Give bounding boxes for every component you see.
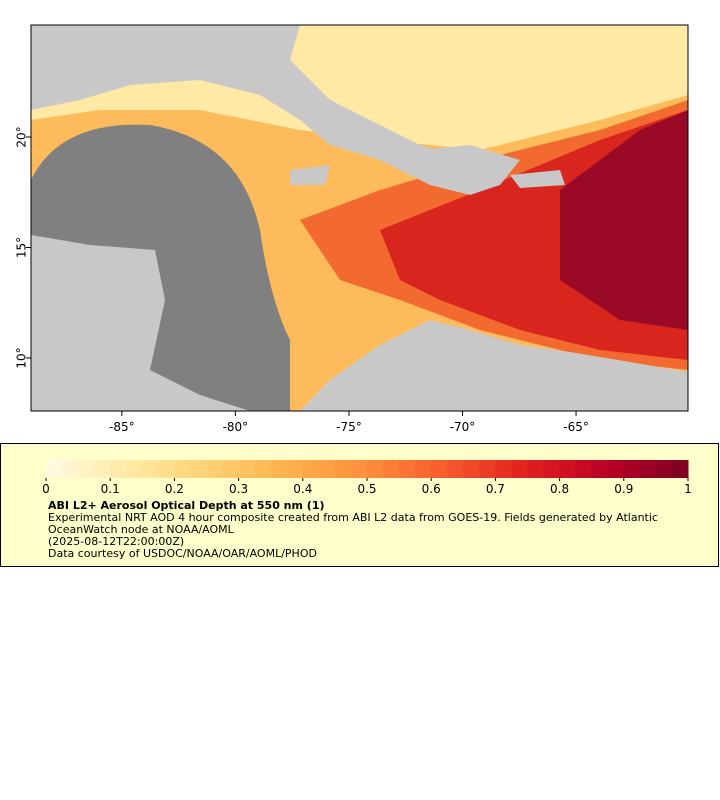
colorbar-swatch — [334, 460, 352, 478]
legend-text: ABI L2+ Aerosol Optical Depth at 550 nm … — [48, 500, 688, 560]
colorbar-swatch — [46, 460, 63, 478]
colorbar-tick-label: 0.4 — [293, 482, 312, 496]
colorbar-swatch — [415, 460, 432, 478]
colorbar-swatch — [190, 460, 207, 478]
description: (2025-08-12T22:00:00Z) — [48, 535, 185, 548]
colorbar-swatch — [575, 460, 593, 478]
colorbar-tick-label: 0.9 — [614, 482, 633, 496]
colorbar-swatch — [206, 460, 224, 478]
colorbar-swatch — [591, 460, 609, 478]
colorbar-swatch — [302, 460, 320, 478]
land — [420, 145, 520, 190]
colorbar-swatch — [495, 460, 512, 478]
colorbar-swatch — [222, 460, 240, 478]
x-tick-label: -80° — [223, 420, 249, 434]
colorbar-swatch — [126, 460, 143, 478]
colorbar-swatch — [286, 460, 304, 478]
land — [510, 170, 565, 188]
colorbar-swatch — [142, 460, 159, 478]
colorbar-swatch — [350, 460, 368, 478]
colorbar-swatch — [270, 460, 288, 478]
colorbar-tick-label: 0.5 — [357, 482, 376, 496]
y-tick-label: 10° — [15, 347, 29, 368]
colorbar-swatch — [399, 460, 416, 478]
colorbar-tick-label: 0 — [42, 482, 50, 496]
colorbar-swatch — [511, 460, 528, 478]
colorbar-swatch — [623, 460, 641, 478]
colorbar-tick-label: 0.6 — [422, 482, 441, 496]
colorbar-tick-label: 0.2 — [165, 482, 184, 496]
land — [300, 320, 688, 411]
axes: -85° -80° -75° -70° -65° 10° 15° 20° 0 0.1 0.2 0.3 0… — [15, 126, 692, 496]
colorbar-tick-label: 0.1 — [101, 482, 120, 496]
colorbar-swatch — [655, 460, 673, 478]
colorbar-tick-label: 0.8 — [550, 482, 569, 496]
colorbar-swatch — [238, 460, 256, 478]
map-frame — [30, 24, 689, 412]
colorbar-swatch — [318, 460, 336, 478]
aod-very-high — [560, 110, 688, 330]
land — [290, 165, 330, 185]
colorbar-tick-label: 0.7 — [486, 482, 505, 496]
colorbar-tick-label: 0.3 — [229, 482, 248, 496]
colorbar-swatch — [607, 460, 625, 478]
colorbar-swatch — [383, 460, 400, 478]
colorbar-swatch — [110, 460, 127, 478]
description: Experimental NRT AOD 4 hour composite cr… — [48, 511, 658, 536]
colorbar-swatch — [367, 460, 384, 478]
colorbar-swatch — [447, 460, 464, 478]
y-tick-label: 15° — [15, 237, 29, 258]
colorbar-swatch — [479, 460, 496, 478]
colorbar-swatch — [559, 460, 577, 478]
colorbar-tick-label: 1 — [684, 482, 692, 496]
y-tick-label: 20° — [15, 126, 29, 147]
land — [31, 25, 500, 195]
land — [31, 235, 250, 411]
colorbar-swatch — [543, 460, 561, 478]
x-tick-label: -85° — [109, 420, 135, 434]
colorbar-swatch — [62, 460, 79, 478]
colorbar-swatch — [78, 460, 95, 478]
map-image — [31, 25, 688, 411]
x-tick-label: -75° — [336, 420, 362, 434]
colorbar-swatch — [639, 460, 657, 478]
colorbar-swatch — [671, 460, 689, 478]
x-tick-label: -70° — [450, 420, 476, 434]
colorbar-swatch — [527, 460, 545, 478]
colorbar-swatch — [254, 460, 272, 478]
x-tick-label: -65° — [563, 420, 589, 434]
colorbar-swatch — [94, 460, 111, 478]
colorbar-swatch — [431, 460, 448, 478]
colorbar-swatch — [174, 460, 191, 478]
colorbar-swatch — [158, 460, 175, 478]
colorbar-swatch — [463, 460, 480, 478]
description: Data courtesy of USDOC/NOAA/OAR/AOML/PHO… — [48, 547, 317, 560]
colorbar-title: ABI L2+ Aerosol Optical Depth at 550 nm … — [48, 499, 325, 512]
